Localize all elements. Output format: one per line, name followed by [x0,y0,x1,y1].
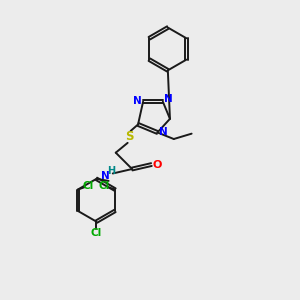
Text: Cl: Cl [91,228,102,238]
Text: N: N [101,172,110,182]
Text: S: S [125,130,134,143]
Text: N: N [133,96,142,106]
Text: N: N [159,128,168,137]
Text: Cl: Cl [99,181,110,191]
Text: N: N [164,94,172,104]
Text: H: H [107,166,116,176]
Text: Cl: Cl [83,181,94,191]
Text: O: O [152,160,161,170]
